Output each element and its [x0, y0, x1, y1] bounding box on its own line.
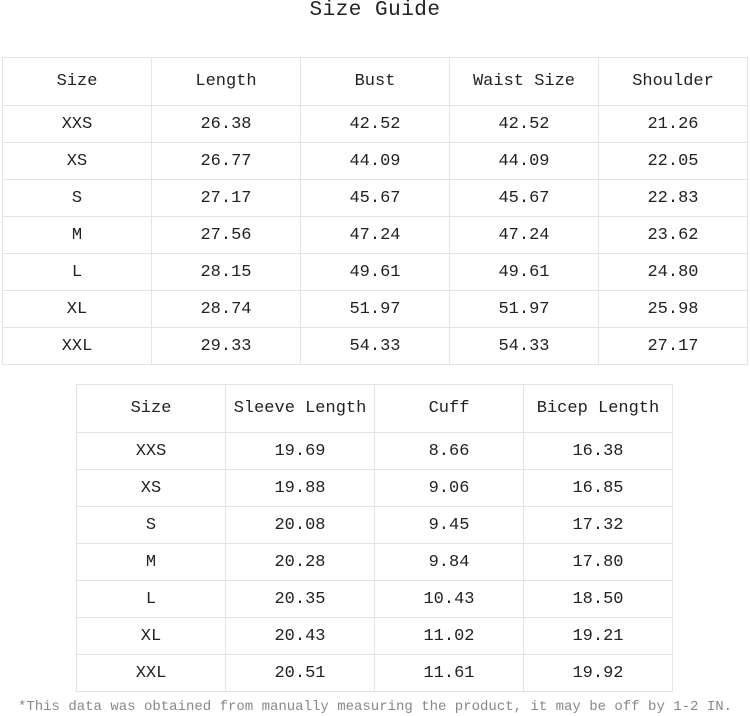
- table-cell: 44.09: [300, 142, 450, 180]
- size-table: Size Length Bust Waist Size Shoulder XXS 26.38…: [2, 57, 748, 365]
- table-cell: XS: [76, 469, 226, 507]
- table-cell: 45.67: [300, 179, 450, 217]
- table-row: M 20.28 9.84 17.80: [76, 543, 673, 581]
- header-row: Size Sleeve Length Cuff Bicep Length: [76, 384, 673, 433]
- table-cell: 25.98: [598, 290, 748, 328]
- table-cell: 19.92: [523, 654, 673, 692]
- table-cell: XS: [2, 142, 152, 180]
- table-cell: 27.17: [598, 327, 748, 365]
- table-cell: 44.09: [449, 142, 599, 180]
- table-row: S 27.17 45.67 45.67 22.83: [2, 179, 748, 217]
- table-cell: 51.97: [300, 290, 450, 328]
- table-cell: 26.77: [151, 142, 301, 180]
- table-cell: 11.61: [374, 654, 524, 692]
- table-cell: 42.52: [300, 105, 450, 143]
- table-cell: 19.69: [225, 432, 375, 470]
- table-cell: M: [2, 216, 152, 254]
- sleeve-table: Size Sleeve Length Cuff Bicep Length XXS 19.6…: [76, 384, 673, 692]
- table-cell: 20.43: [225, 617, 375, 655]
- table-row: S 20.08 9.45 17.32: [76, 506, 673, 544]
- table-cell: 17.80: [523, 543, 673, 581]
- table-row: M 27.56 47.24 47.24 23.62: [2, 216, 748, 254]
- table-cell: 8.66: [374, 432, 524, 470]
- header-cell: Bust: [300, 57, 450, 106]
- table-cell: 23.62: [598, 216, 748, 254]
- table-row: XS 26.77 44.09 44.09 22.05: [2, 142, 748, 180]
- header-cell: Sleeve Length: [225, 384, 375, 433]
- table-cell: 49.61: [300, 253, 450, 291]
- table-cell: 17.32: [523, 506, 673, 544]
- table-cell: 19.21: [523, 617, 673, 655]
- table-cell: 28.74: [151, 290, 301, 328]
- table-cell: 22.83: [598, 179, 748, 217]
- table-cell: 22.05: [598, 142, 748, 180]
- table-cell: XXL: [2, 327, 152, 365]
- table-cell: 27.56: [151, 216, 301, 254]
- table-row: XS 19.88 9.06 16.85: [76, 469, 673, 507]
- table-cell: XXL: [76, 654, 226, 692]
- title: Size Guide: [309, 0, 441, 22]
- header-row: Size Length Bust Waist Size Shoulder: [2, 57, 748, 106]
- header-cell: Length: [151, 57, 301, 106]
- table-cell: 16.38: [523, 432, 673, 470]
- table-cell: 27.17: [151, 179, 301, 217]
- table-cell: 54.33: [449, 327, 599, 365]
- table-cell: 9.84: [374, 543, 524, 581]
- table-cell: 20.51: [225, 654, 375, 692]
- footnote: *This data was obtained from manually me…: [17, 699, 733, 715]
- table-cell: 28.15: [151, 253, 301, 291]
- table-cell: 47.24: [449, 216, 599, 254]
- table-cell: 11.02: [374, 617, 524, 655]
- table-row: XXL 20.51 11.61 19.92: [76, 654, 673, 692]
- table-cell: 20.35: [225, 580, 375, 618]
- table-cell: 47.24: [300, 216, 450, 254]
- table-cell: S: [76, 506, 226, 544]
- table-cell: S: [2, 179, 152, 217]
- table-cell: XL: [2, 290, 152, 328]
- table-cell: 45.67: [449, 179, 599, 217]
- table-cell: 18.50: [523, 580, 673, 618]
- table-cell: XXS: [2, 105, 152, 143]
- table-row: XXS 26.38 42.52 42.52 21.26: [2, 105, 748, 143]
- table-cell: 42.52: [449, 105, 599, 143]
- table-cell: 21.26: [598, 105, 748, 143]
- table-cell: 26.38: [151, 105, 301, 143]
- table-cell: L: [76, 580, 226, 618]
- table-cell: 51.97: [449, 290, 599, 328]
- header-cell: Bicep Length: [523, 384, 673, 433]
- table-cell: XL: [76, 617, 226, 655]
- table-row: XL 28.74 51.97 51.97 25.98: [2, 290, 748, 328]
- table-cell: 20.08: [225, 506, 375, 544]
- table-cell: 16.85: [523, 469, 673, 507]
- header-cell: Waist Size: [449, 57, 599, 106]
- table-row: XL 20.43 11.02 19.21: [76, 617, 673, 655]
- table-row: XXL 29.33 54.33 54.33 27.17: [2, 327, 748, 365]
- header-cell: Cuff: [374, 384, 524, 433]
- table-cell: 24.80: [598, 253, 748, 291]
- table-cell: 9.06: [374, 469, 524, 507]
- header-cell: Size: [2, 57, 152, 106]
- header-cell: Size: [76, 384, 226, 433]
- table-row: L 20.35 10.43 18.50: [76, 580, 673, 618]
- table-cell: 29.33: [151, 327, 301, 365]
- table-cell: 54.33: [300, 327, 450, 365]
- table-cell: 49.61: [449, 253, 599, 291]
- table-row: L 28.15 49.61 49.61 24.80: [2, 253, 748, 291]
- table-cell: 10.43: [374, 580, 524, 618]
- table-cell: L: [2, 253, 152, 291]
- table-cell: XXS: [76, 432, 226, 470]
- table-row: XXS 19.69 8.66 16.38: [76, 432, 673, 470]
- header-cell: Shoulder: [598, 57, 748, 106]
- table-cell: 19.88: [225, 469, 375, 507]
- table-cell: 20.28: [225, 543, 375, 581]
- table-cell: M: [76, 543, 226, 581]
- table-cell: 9.45: [374, 506, 524, 544]
